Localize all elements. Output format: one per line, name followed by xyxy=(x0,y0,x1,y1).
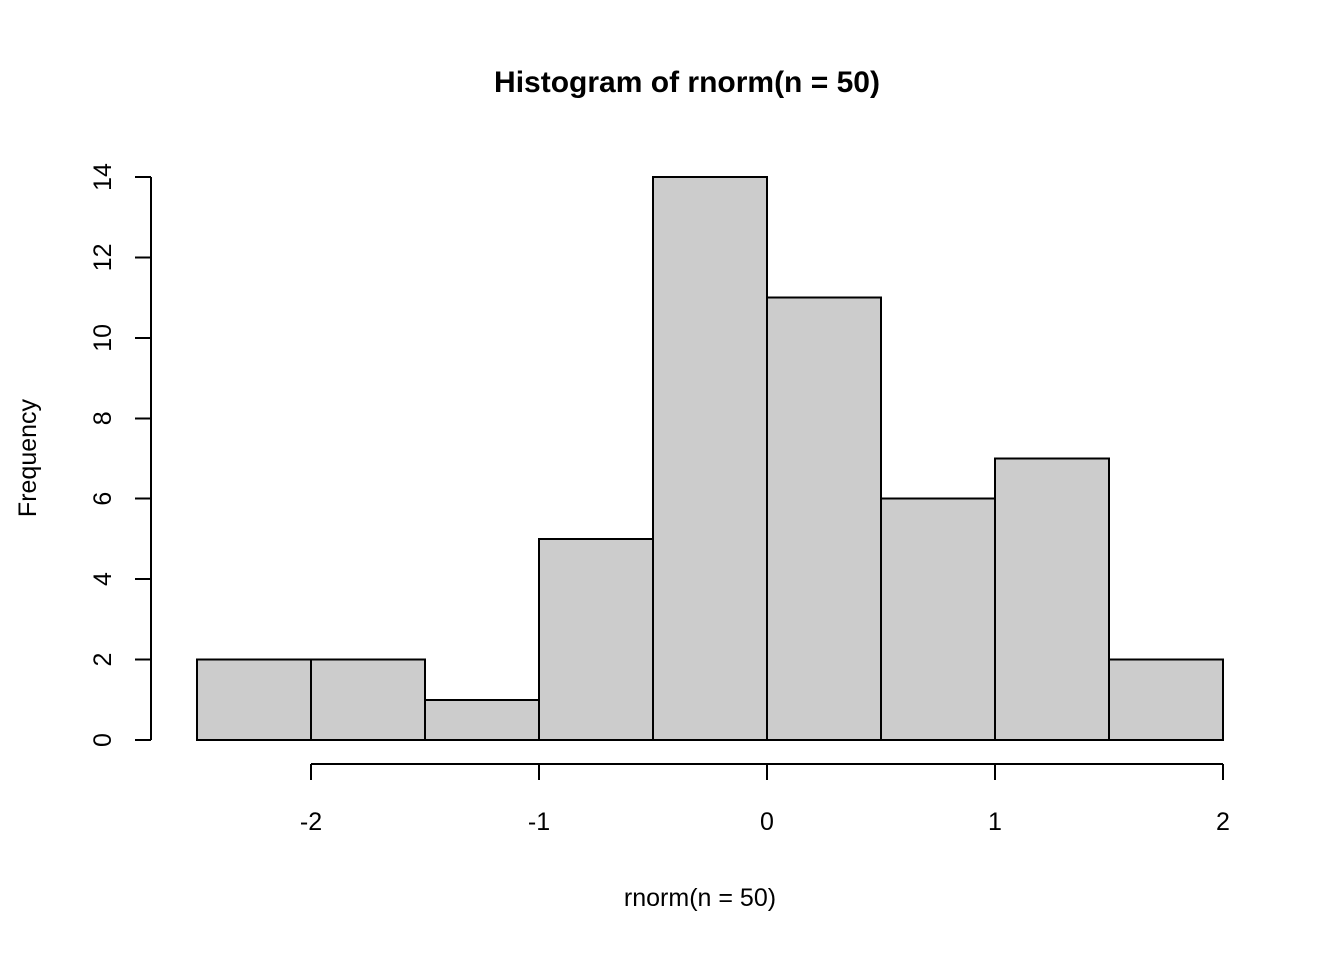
histogram-bar xyxy=(310,658,426,741)
y-axis: 0 2 4 6 8 10 12 14 xyxy=(89,163,152,747)
x-tick-label: 1 xyxy=(988,808,1002,836)
y-tick-label: 12 xyxy=(89,243,117,271)
histogram-bar xyxy=(880,497,996,742)
y-tick-label: 0 xyxy=(89,733,117,747)
y-axis-label: Frequency xyxy=(14,398,42,517)
histogram-bar xyxy=(538,537,654,742)
histogram-bar xyxy=(424,698,540,741)
x-tick-label: 0 xyxy=(760,808,774,836)
histogram-bar xyxy=(1108,658,1224,741)
histogram-bar xyxy=(196,658,312,741)
histogram-bar xyxy=(766,296,882,741)
x-tick-label: 2 xyxy=(1216,808,1230,836)
x-tick-label: -2 xyxy=(300,808,322,836)
histogram-bars xyxy=(196,176,1224,742)
y-tick-label: 14 xyxy=(89,163,117,191)
chart-title: Histogram of rnorm(n = 50) xyxy=(494,66,880,99)
histogram-bar xyxy=(652,176,768,741)
y-tick-label: 8 xyxy=(89,411,117,425)
y-tick-label: 10 xyxy=(89,324,117,352)
x-axis-label: rnorm(n = 50) xyxy=(624,884,776,912)
x-tick-label: -1 xyxy=(528,808,550,836)
y-tick-label: 2 xyxy=(89,653,117,667)
y-tick-label: 6 xyxy=(89,492,117,506)
histogram-bar xyxy=(994,457,1110,741)
x-axis: -2 -1 0 1 2 xyxy=(300,763,1230,836)
y-tick-label: 4 xyxy=(89,572,117,586)
